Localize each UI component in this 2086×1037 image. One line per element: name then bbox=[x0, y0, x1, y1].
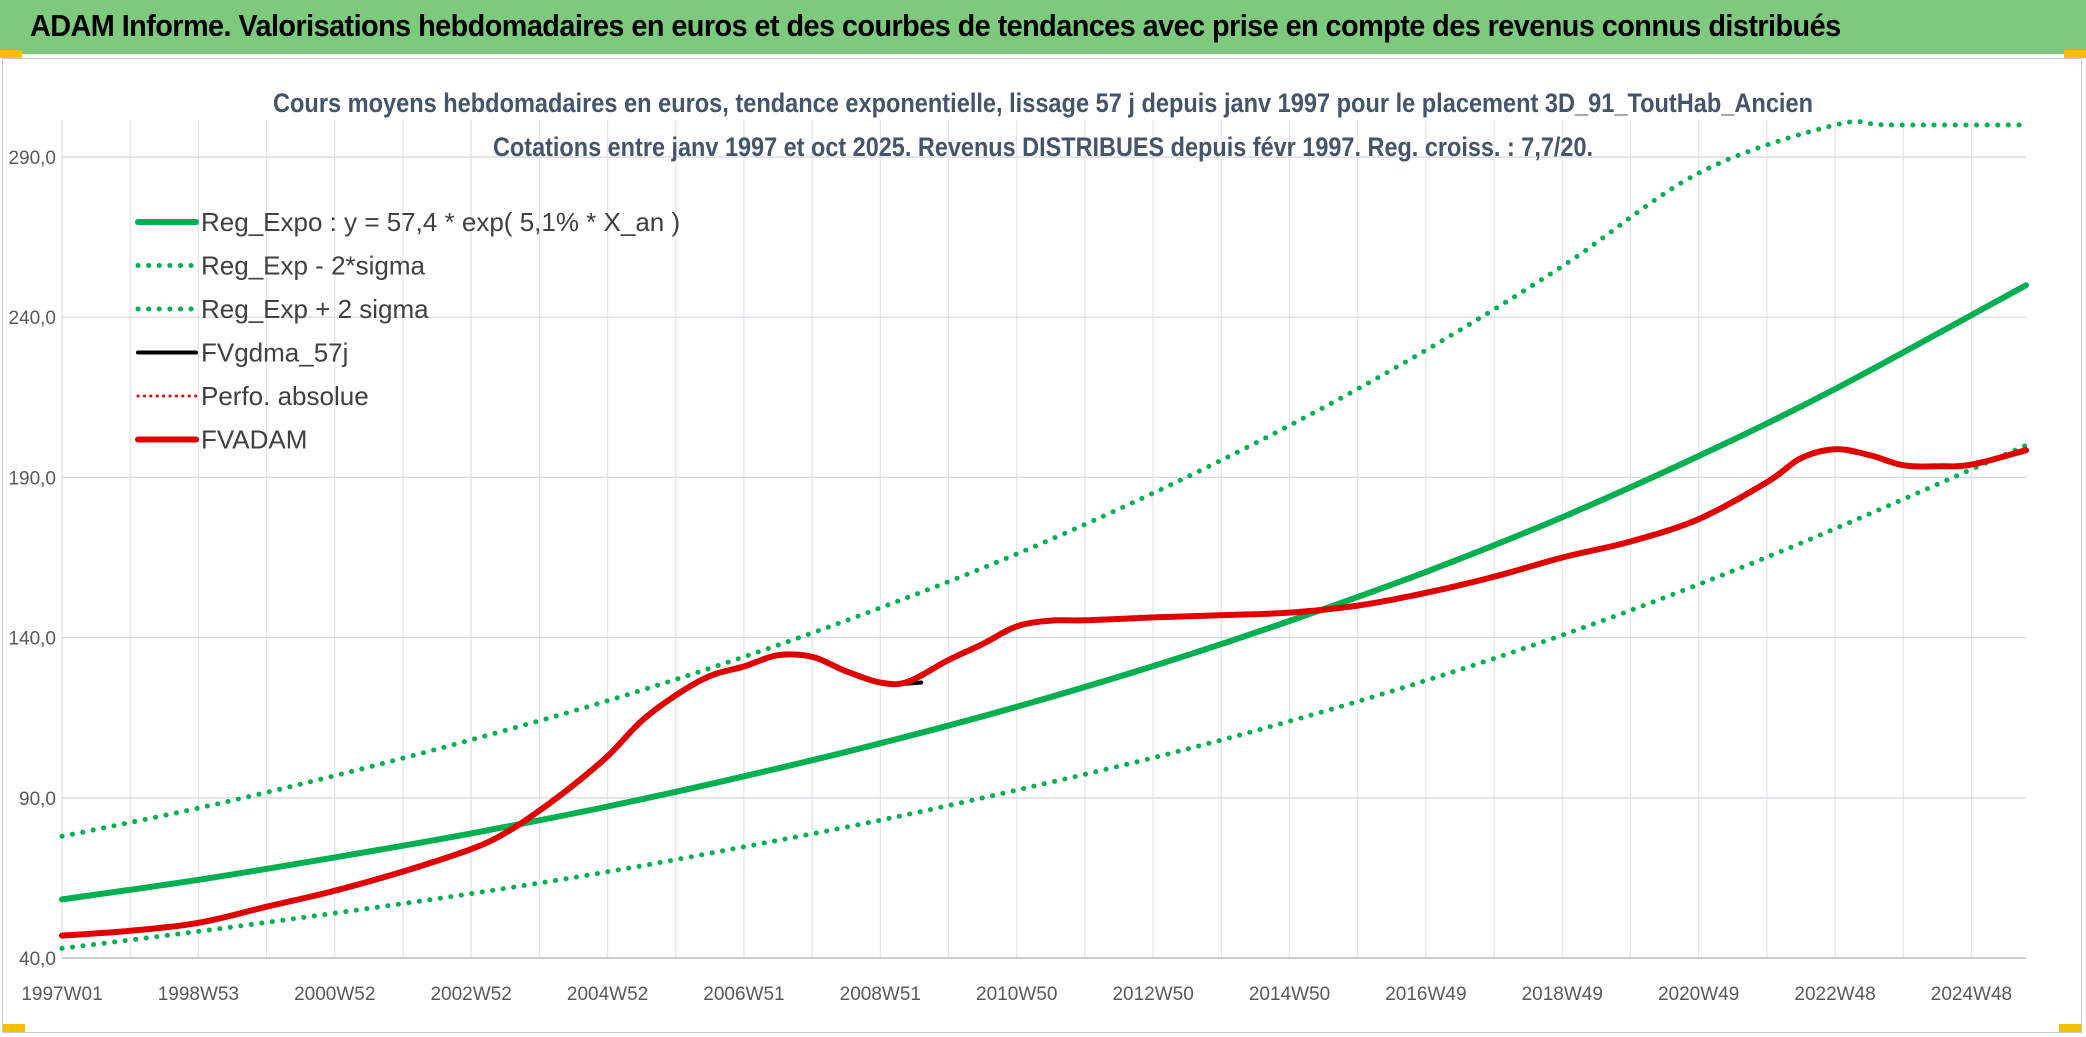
legend-label: Reg_Exp + 2 sigma bbox=[201, 294, 429, 324]
x-tick-label: 2020W49 bbox=[1658, 984, 1739, 1005]
x-tick-label: 2002W52 bbox=[430, 984, 511, 1005]
x-tick-label: 2014W50 bbox=[1249, 984, 1330, 1005]
x-tick-label: 2016W49 bbox=[1385, 984, 1466, 1005]
y-tick-label: 190,0 bbox=[8, 468, 56, 489]
x-tick-label: 2010W50 bbox=[976, 984, 1057, 1005]
chart-frame bbox=[2, 58, 2082, 1033]
x-tick-label: 2024W48 bbox=[1931, 984, 2012, 1005]
x-tick-label: 1997W01 bbox=[21, 984, 102, 1005]
header-bar: ADAM Informe. Valorisations hebdomadaire… bbox=[0, 0, 2086, 54]
reg-exp-minus-2-sigma-line bbox=[59, 442, 2029, 951]
x-tick-label: 2008W51 bbox=[840, 984, 921, 1005]
header-accent-left bbox=[0, 50, 22, 58]
legend-label: Reg_Expo : y = 57,4 * exp( 5,1% * X_an ) bbox=[201, 207, 680, 237]
y-tick-label: 290,0 bbox=[8, 148, 56, 169]
x-tick-label: 2018W49 bbox=[1522, 984, 1603, 1005]
legend-label: Perfo. absolue bbox=[201, 381, 369, 411]
legend-label: Reg_Exp - 2*sigma bbox=[201, 251, 426, 281]
series-layer bbox=[59, 118, 2029, 951]
axes: 40,0 90,0 140,0 190,0 240,0 290,0 1997W01 1998W… bbox=[8, 148, 2026, 1005]
grid bbox=[61, 120, 2026, 959]
reg-exp-plus-2-sigma-line bbox=[59, 118, 2029, 839]
y-tick-label: 90,0 bbox=[19, 789, 56, 810]
fvadam-line bbox=[59, 446, 2029, 939]
legend-label: FVADAM bbox=[201, 425, 307, 455]
header-accent-right bbox=[2064, 50, 2086, 58]
frame-accent-bottom-left bbox=[3, 1024, 25, 1032]
y-tick-label: 240,0 bbox=[8, 308, 56, 329]
chart-title: Cours moyens hebdomadaires en euros, ten… bbox=[273, 88, 1813, 118]
x-tick-label: 2006W51 bbox=[703, 984, 784, 1005]
frame-accent-bottom-right bbox=[2059, 1024, 2081, 1032]
page-title: ADAM Informe. Valorisations hebdomadaire… bbox=[30, 8, 1841, 43]
x-tick-label: 2000W52 bbox=[294, 984, 375, 1005]
reg-expo-line bbox=[59, 282, 2029, 903]
y-tick-label: 40,0 bbox=[19, 949, 56, 970]
legend-label: FVgdma_57j bbox=[201, 338, 348, 368]
x-tick-label: 2022W48 bbox=[1794, 984, 1875, 1005]
legend: Reg_Expo : y = 57,4 * exp( 5,1% * X_an )… bbox=[135, 207, 680, 455]
x-tick-label: 2004W52 bbox=[567, 984, 648, 1005]
x-tick-label: 1998W53 bbox=[158, 984, 239, 1005]
chart-subtitle: Cotations entre janv 1997 et oct 2025. R… bbox=[493, 132, 1593, 162]
x-tick-label: 2012W50 bbox=[1112, 984, 1193, 1005]
y-tick-label: 140,0 bbox=[8, 629, 56, 650]
